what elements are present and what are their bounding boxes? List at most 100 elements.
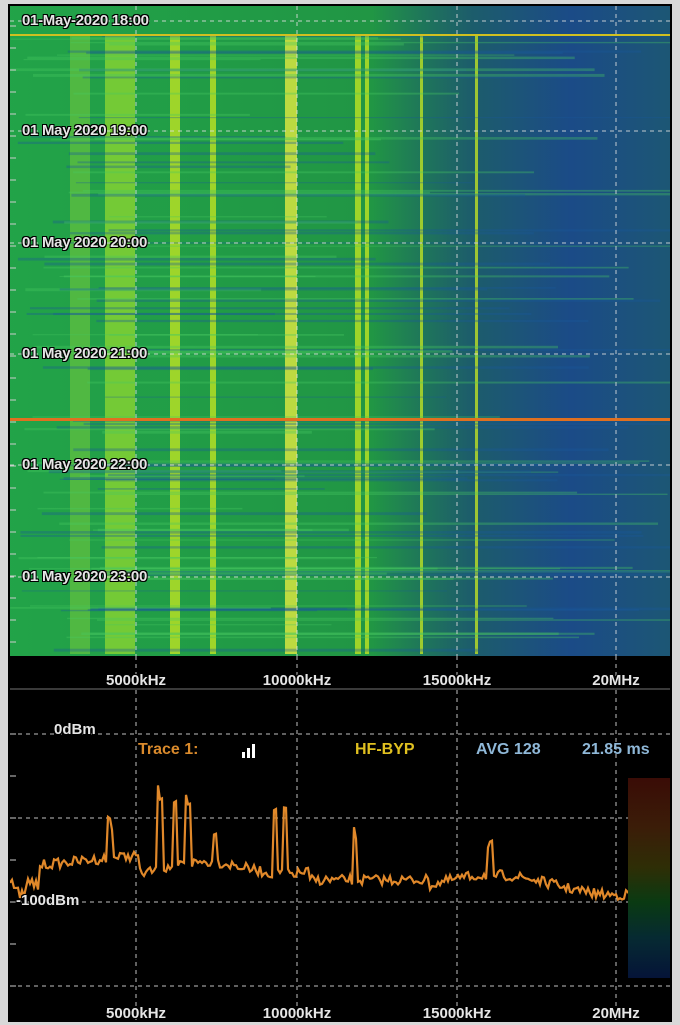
waterfall-noise-band [42,366,589,369]
waterfall-noise-band [102,430,312,434]
waterfall-signal-streak [105,34,135,654]
waterfall-noise-band [73,92,460,95]
waterfall-noise-band [85,350,453,353]
waterfall-noise-band [29,568,561,570]
waterfall-noise-band [63,275,610,278]
waterfall-noise-band [44,255,337,258]
waterfall-noise-band [92,529,313,531]
waterfall-noise-band [37,577,553,580]
waterfall-noise-band [29,605,527,607]
ref-level-label: -100dBm [16,892,80,909]
ref-level-label: 0dBm [54,721,96,738]
waterfall-noise-band [109,570,670,573]
waterfall-noise-band [96,619,670,621]
spectrum-freq-label: 15000kHz [422,1005,492,1022]
sweep-time-label[interactable]: 21.85 ms [582,741,650,758]
waterfall-noise-band [56,54,515,56]
waterfall-noise-band [32,334,258,336]
waterfall-noise-band [101,546,670,549]
waterfall-time-label: 01 May 2020 19:00 [22,122,148,139]
waterfall-noise-band [30,136,286,138]
waterfall-noise-band [87,608,640,611]
waterfall-noise-band [71,193,526,197]
waterfall-noise-band [79,474,305,478]
signal-bars-icon[interactable] [242,742,260,758]
waterfall-noise-band [33,73,605,77]
waterfall-noise-band [20,531,642,534]
waterfall-time-label: 01-May-2020 18:00 [22,12,149,29]
waterfall-noise-band [56,426,629,429]
waterfall-noise-band [32,416,500,418]
waterfall-noise-band [41,512,427,516]
waterfall-noise-band [109,43,404,46]
waterfall-panel[interactable]: 01-May-2020 18:00 01 May 2020 19:00 01 M… [10,6,670,688]
waterfall-noise-band [82,189,670,192]
waterfall-freq-label: 10000kHz [262,672,332,689]
spectrum-trace [10,785,670,902]
color-scale-bar [628,778,670,978]
waterfall-noise-band [59,275,316,278]
waterfall-noise-band [63,477,468,480]
spectrum-panel[interactable]: 0dBm -100dBm Trace 1: HF-BYP AVG 128 21.… [10,690,670,1020]
waterfall-noise-band [78,349,670,351]
waterfall-svg [10,6,670,688]
waterfall-noise-band [75,570,670,573]
waterfall-noise-band [52,220,389,224]
waterfall-noise-band [91,572,387,575]
averaging-label[interactable]: AVG 128 [476,741,541,758]
panel-divider[interactable] [10,688,670,690]
waterfall-noise-band [74,578,454,580]
waterfall-noise-band [25,113,250,116]
waterfall-noise-band [29,307,510,310]
waterfall-noise-band [109,333,344,336]
waterfall-noise-band [96,299,661,302]
waterfall-noise-band [91,567,438,570]
waterfall-signal-streak [170,34,180,654]
waterfall-noise-band [69,539,615,541]
waterfall-noise-band [98,287,556,289]
spectrum-freq-label: 5000kHz [105,1005,167,1022]
waterfall-noise-band [25,288,262,292]
waterfall-noise-band [33,462,640,464]
waterfall-noise-band [37,556,377,559]
waterfall-noise-band [71,36,379,40]
waterfall-noise-band [43,266,629,269]
waterfall-noise-band [81,632,559,636]
waterfall-noise-band [68,152,376,156]
waterfall-noise-band [17,257,376,261]
waterfall-signal-streak [420,34,423,654]
waterfall-noise-band [82,76,581,79]
waterfall-noise-band [63,242,546,244]
waterfall-time-label: 01 May 2020 22:00 [22,456,148,473]
waterfall-noise-band [108,229,670,232]
waterfall-time-label: 01 May 2020 21:00 [22,345,148,362]
waterfall-noise-band [20,534,644,537]
spectrum-freq-label: 20MHz [592,1005,640,1022]
waterfall-noise-band [72,420,647,422]
waterfall-noise-band [70,41,670,44]
waterfall-noise-band [109,216,327,218]
waterfall-noise-band [21,590,447,592]
waterfall-noise-band [59,288,488,291]
waterfall-signal-streak [210,34,216,654]
waterfall-noise-band [108,473,670,477]
waterfall-noise-band [10,38,401,40]
waterfall-freq-label: 20MHz [592,672,640,689]
waterfall-freq-label: 5000kHz [105,672,167,689]
waterfall-time-label: 01 May 2020 23:00 [22,568,148,585]
waterfall-noise-band [60,609,318,612]
waterfall-signal-streak [355,34,361,654]
input-source-label[interactable]: HF-BYP [355,741,415,758]
waterfall-noise-band [87,381,670,384]
waterfall-noise-band [27,56,575,60]
waterfall-noise-band [53,648,478,652]
waterfall-noise-band [77,298,634,300]
trace-label[interactable]: Trace 1: [138,741,199,758]
sdr-display-window: 01-May-2020 18:00 01 May 2020 19:00 01 M… [8,4,672,1022]
waterfall-noise-band [18,557,360,560]
waterfall-noise-band [67,50,642,53]
waterfall-time-cursor[interactable] [10,418,670,421]
waterfall-noise-band [34,345,559,349]
waterfall-noise-band [10,606,271,609]
waterfall-noise-band [37,507,243,510]
